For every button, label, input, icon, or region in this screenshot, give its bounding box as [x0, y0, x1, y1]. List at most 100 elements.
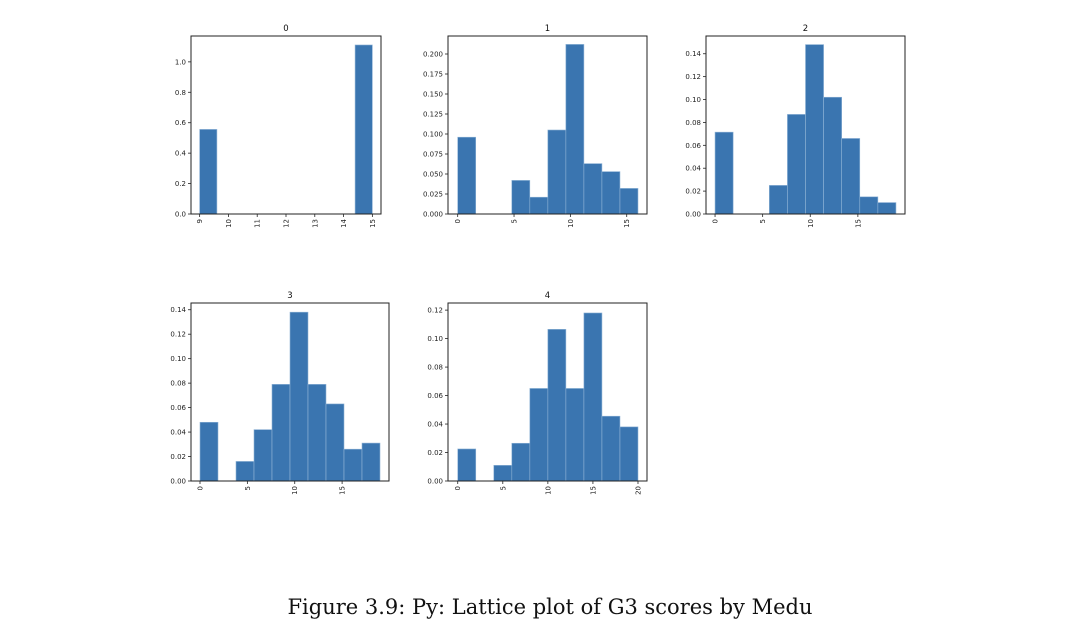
x-tick-label: 9 [196, 219, 204, 223]
y-tick-label: 0.175 [423, 71, 443, 79]
x-tick-label: 0 [454, 219, 462, 223]
y-tick-label: 0.02 [427, 449, 443, 457]
y-tick-label: 0.12 [427, 307, 443, 315]
x-tick-label: 15 [623, 219, 631, 228]
x-tick-label: 15 [589, 486, 597, 495]
x-tick-label: 10 [544, 486, 552, 495]
y-tick-label: 0.02 [170, 453, 186, 461]
y-tick-label: 0.10 [427, 335, 443, 343]
histogram-bar [235, 461, 255, 482]
y-tick-label: 0.12 [685, 73, 701, 81]
histogram-bar [529, 388, 549, 482]
axes-frame [190, 302, 390, 482]
x-tick-label: 15 [369, 219, 377, 228]
x-tick-label: 14 [340, 218, 348, 227]
histogram-bar [457, 448, 477, 482]
y-tick-label: 0.000 [423, 211, 443, 219]
y-tick-label: 0.12 [170, 331, 186, 339]
x-tick-label: 10 [291, 486, 299, 495]
histogram-bar [583, 163, 603, 215]
x-tick-label: 15 [854, 219, 862, 228]
y-tick-label: 0.06 [685, 142, 701, 150]
x-tick-label: 20 [634, 486, 642, 495]
x-tick-label: 10 [567, 219, 575, 228]
histogram-bar [601, 171, 621, 215]
y-tick-label: 0.00 [427, 478, 443, 486]
x-tick-label: 15 [339, 486, 347, 495]
x-tick-label: 5 [499, 486, 507, 490]
y-tick-label: 0.06 [170, 404, 186, 412]
histogram-bar [601, 415, 621, 482]
histogram-bar [823, 96, 842, 215]
y-tick-label: 0.025 [423, 191, 443, 199]
histogram-bar [511, 180, 531, 215]
subplot-4: 4 0.00 0.02 0.04 0.06 0.08 0.10 0.12 0 5 10 15 20 [427, 291, 648, 495]
y-tick-label: 0.04 [427, 421, 443, 429]
y-tick-label: 0.14 [685, 50, 701, 58]
histogram-bar [805, 44, 824, 215]
y-tick-label: 0.4 [175, 150, 187, 158]
y-tick-label: 0.200 [423, 51, 443, 59]
y-tick-label: 0.075 [423, 151, 443, 159]
y-tick-label: 0.02 [685, 188, 701, 196]
histogram-bar [619, 426, 639, 482]
histogram-bar [199, 421, 219, 482]
histogram-bar [253, 429, 273, 482]
histogram-bar [325, 403, 345, 482]
histogram-bar [769, 185, 788, 215]
histogram-bar [565, 388, 585, 482]
x-tick-label: 5 [759, 219, 767, 223]
y-tick-label: 0.00 [170, 478, 186, 486]
histogram-bar [199, 129, 218, 215]
histogram-bar [289, 311, 309, 482]
y-tick-label: 0.6 [175, 119, 187, 127]
subplot-title: 2 [803, 24, 808, 34]
y-tick-label: 0.125 [423, 111, 443, 119]
subplot-2: 2 0.00 0.02 0.04 0.06 0.08 0.10 0.12 0.14 0 5 10 15 [685, 24, 906, 228]
subplot-title: 1 [545, 24, 550, 34]
y-tick-label: 0.06 [427, 392, 443, 400]
x-tick-label: 10 [225, 219, 233, 228]
x-tick-label: 12 [283, 219, 291, 228]
histogram-bar [529, 196, 549, 215]
axes-frame [447, 35, 648, 215]
y-tick-label: 0.8 [175, 89, 186, 97]
y-tick-label: 0.2 [175, 180, 186, 188]
subplot-1: 1 0.000 0.025 0.050 0.075 0.100 0.125 0.150 0.17… [423, 24, 648, 228]
y-tick-label: 0.08 [170, 380, 186, 388]
y-tick-label: 0.08 [685, 119, 701, 127]
histogram-bar [354, 44, 373, 215]
y-tick-label: 1.0 [175, 58, 186, 66]
histogram-bar [457, 136, 477, 215]
histogram-bar [361, 442, 381, 482]
subplot-title: 3 [287, 291, 292, 301]
subplot-3: 3 0.00 0.02 0.04 0.06 0.08 0.10 0.12 0.14 0 5 10 15 [170, 291, 390, 495]
histogram-bar [583, 312, 603, 482]
axes-frame [705, 35, 906, 215]
subplot-0: 0 0.0 0.2 0.4 0.6 0.8 1.0 9 10 11 12 13 14 15 [175, 24, 382, 228]
y-tick-label: 0.04 [170, 429, 186, 437]
histogram-bar [565, 44, 585, 215]
x-tick-label: 11 [254, 219, 262, 228]
y-tick-label: 0.150 [423, 91, 443, 99]
y-tick-label: 0.08 [427, 364, 443, 372]
histogram-bar [307, 384, 327, 482]
histogram-bar [271, 384, 291, 482]
histogram-bar [547, 129, 567, 215]
histogram-bar [877, 202, 897, 215]
y-tick-label: 0.04 [685, 165, 701, 173]
histogram-bar [859, 196, 879, 215]
subplot-title: 4 [545, 291, 550, 301]
figure-caption: Figure 3.9: Py: Lattice plot of G3 score… [287, 595, 813, 619]
y-tick-label: 0.100 [423, 131, 443, 139]
subplot-title: 0 [283, 24, 288, 34]
x-tick-label: 5 [511, 219, 519, 223]
histogram-bar [714, 131, 734, 215]
histogram-bar [511, 442, 531, 482]
x-tick-label: 0 [712, 219, 720, 223]
x-tick-label: 10 [807, 219, 815, 228]
histogram-bar [547, 329, 567, 482]
x-tick-label: 13 [311, 219, 319, 228]
y-tick-label: 0.050 [423, 171, 443, 179]
